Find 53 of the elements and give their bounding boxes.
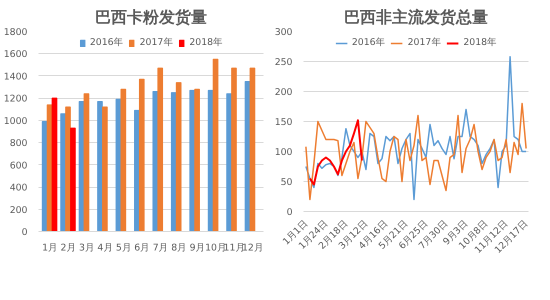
y-tick-label: 600 (10, 160, 28, 172)
bar (194, 88, 200, 232)
x-tick-label: 1月 (42, 242, 58, 254)
x-tick-label: 11月 (224, 242, 244, 254)
x-tick-label: 4月 (97, 242, 112, 254)
y-tick-label: 0 (22, 227, 28, 238)
x-tick-label: 12月 (242, 242, 263, 254)
chart-title: 巴西非主流发货总量 (344, 8, 488, 26)
x-tick-label: 2月 (60, 242, 76, 254)
x-tick-label: 7月 (152, 242, 168, 254)
x-tick-label: 6月 (134, 242, 150, 254)
x-tick-label: 5月 (116, 242, 131, 254)
legend-label: 2018年 (463, 36, 496, 49)
bar (231, 68, 237, 232)
y-tick-label: 0 (286, 207, 293, 218)
y-tick-label: 300 (274, 27, 293, 38)
y-tick-label: 800 (10, 138, 28, 150)
y-tick-label: 1800 (4, 27, 28, 38)
chart-title: 巴西卡粉发货量 (95, 8, 207, 26)
line-series (305, 102, 527, 200)
legend-label: 2017年 (140, 36, 172, 49)
legend-label: 2018年 (189, 36, 222, 49)
y-tick-label: 400 (10, 182, 28, 194)
bar (102, 106, 108, 232)
legend-label: 2017年 (408, 36, 440, 49)
x-tick-label: 9月 (190, 242, 205, 254)
legend-label: 2016年 (90, 36, 123, 49)
bar (157, 68, 164, 232)
bar (120, 88, 126, 232)
bar (138, 78, 145, 232)
bar (250, 68, 256, 232)
bar (52, 98, 58, 232)
y-tick-label: 150 (274, 117, 293, 128)
y-tick-label: 1200 (4, 94, 28, 105)
bar (70, 128, 76, 232)
y-tick-label: 1600 (4, 49, 28, 60)
line-series (308, 119, 363, 186)
x-tick-label: 3月 (78, 242, 94, 254)
bar (84, 93, 90, 232)
y-tick-label: 50 (280, 177, 293, 188)
y-tick-label: 100 (274, 147, 293, 158)
y-tick-label: 200 (10, 204, 28, 216)
y-tick-label: 250 (274, 57, 293, 68)
x-tick-label: 8月 (171, 242, 186, 254)
y-tick-label: 200 (274, 87, 293, 98)
bar (176, 82, 182, 232)
bar (212, 58, 218, 232)
y-tick-label: 1400 (4, 71, 28, 82)
x-tick-label: 10月 (205, 242, 226, 254)
bar (65, 106, 71, 232)
y-tick-label: 1000 (4, 116, 28, 127)
line-series (305, 56, 527, 200)
legend-label: 2016年 (352, 36, 385, 49)
